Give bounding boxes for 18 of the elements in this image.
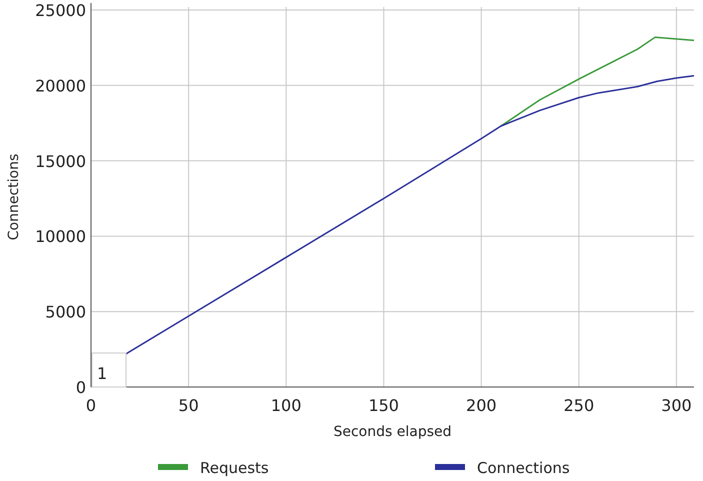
x-tick-label: 150 — [368, 396, 399, 415]
x-tick-label: 200 — [466, 396, 497, 415]
y-tick-label: 15000 — [35, 152, 86, 171]
y-tick-label: 0 — [76, 378, 86, 397]
y-tick-label: 25000 — [35, 1, 86, 20]
y-tick-label: 20000 — [35, 76, 86, 96]
y-tick-label: 5000 — [45, 302, 86, 322]
y-axis-title: Connections — [6, 154, 22, 240]
annotation: 1 — [97, 364, 108, 383]
legend-label: Requests — [200, 459, 269, 477]
y-tick-label: 10000 — [35, 227, 86, 246]
x-tick-label: 300 — [661, 396, 692, 415]
x-tick-label: 100 — [270, 396, 302, 415]
x-tick-label: 50 — [178, 396, 199, 415]
x-axis-title: Seconds elapsed — [333, 424, 452, 440]
x-tick-label: 250 — [564, 396, 594, 415]
line-series — [500, 36, 695, 127]
legend-label: Connections — [477, 459, 570, 477]
